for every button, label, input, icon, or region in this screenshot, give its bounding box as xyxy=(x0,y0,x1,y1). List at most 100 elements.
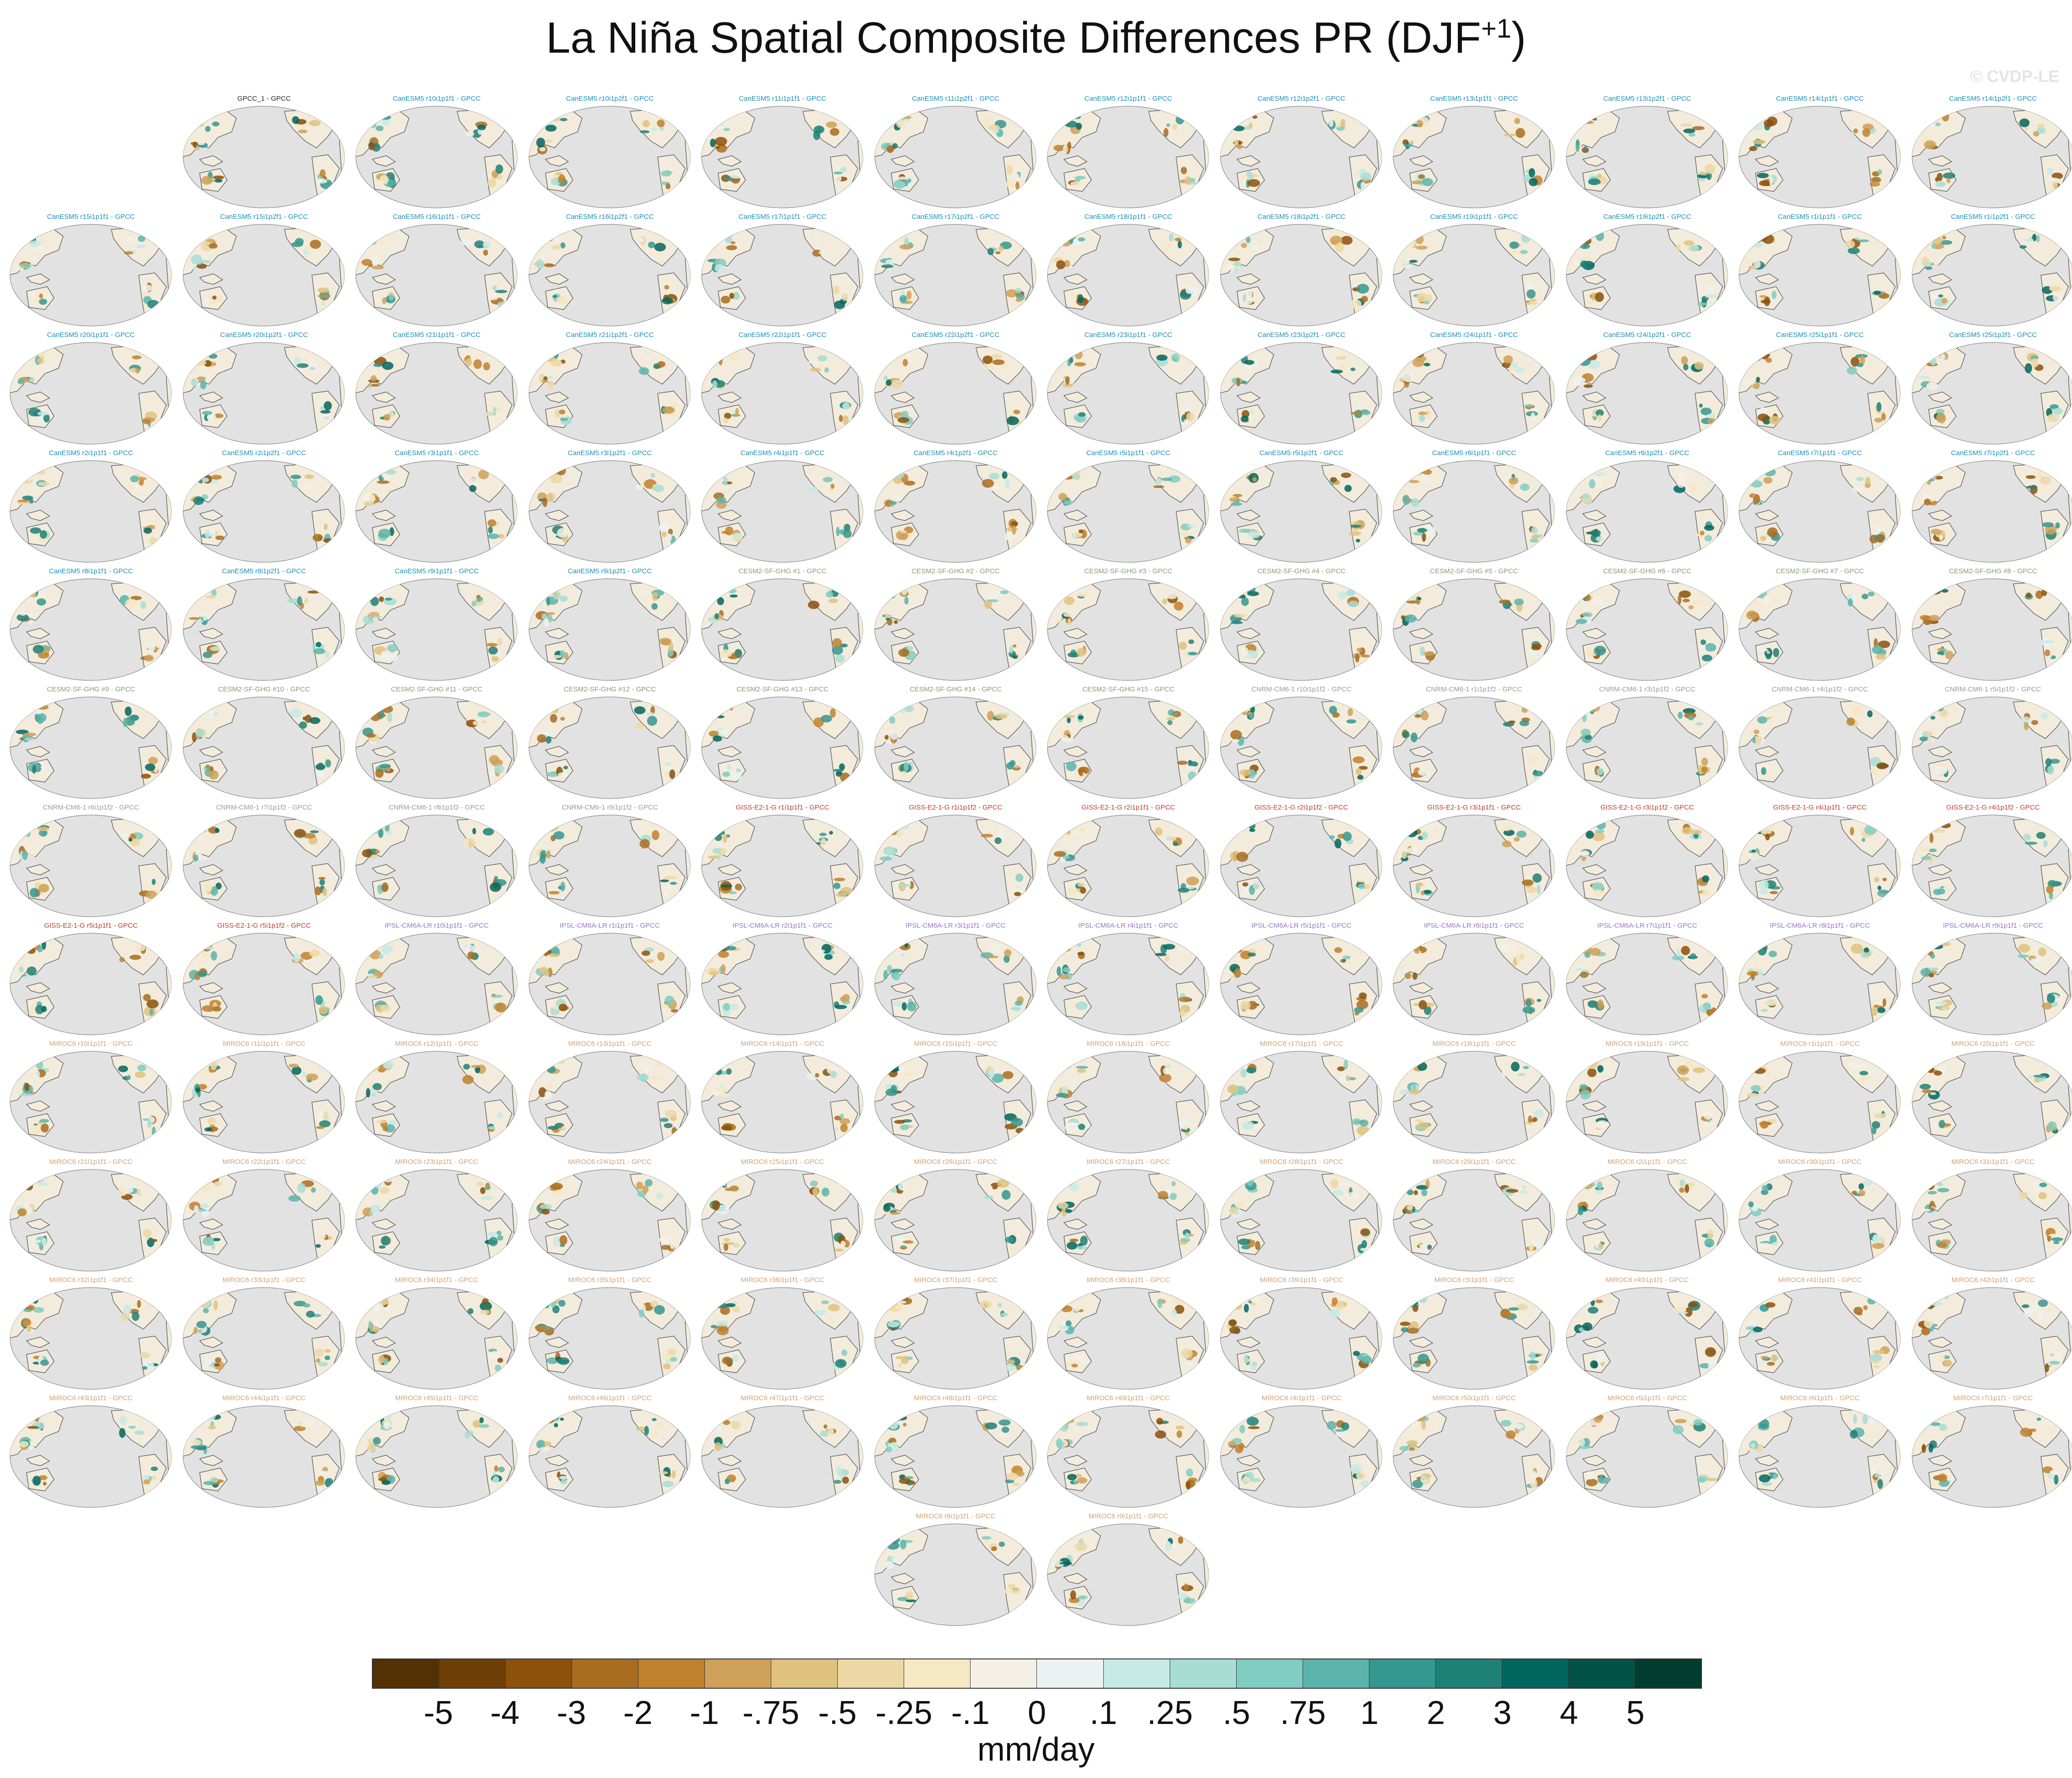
anomaly-shading xyxy=(663,1363,671,1370)
anomaly-shading xyxy=(495,290,507,294)
anomaly-shading xyxy=(716,855,721,860)
anomaly-shading xyxy=(998,1419,1011,1426)
anomaly-shading xyxy=(657,952,665,961)
anomaly-shading xyxy=(1078,715,1084,720)
land-maritime xyxy=(26,510,50,521)
anomaly-shading xyxy=(715,1177,722,1182)
anomaly-shading xyxy=(1690,829,1702,835)
anomaly-shading xyxy=(1168,475,1181,483)
anomaly-shading xyxy=(1178,996,1191,1002)
anomaly-shading xyxy=(1350,367,1356,371)
anomaly-shading xyxy=(726,763,731,771)
map-figure xyxy=(1739,696,1901,799)
anomaly-shading xyxy=(549,1297,556,1308)
anomaly-shading xyxy=(712,848,721,854)
anomaly-shading xyxy=(1771,1354,1778,1362)
anomaly-shading xyxy=(316,642,322,647)
anomaly-shading xyxy=(1589,948,1601,956)
panel-title: CanESM5 r10i1p2f1 - GPCC xyxy=(566,95,654,103)
anomaly-shading xyxy=(547,1126,559,1130)
anomaly-shading xyxy=(1248,1426,1260,1430)
anomaly-shading xyxy=(371,259,381,265)
anomaly-shading xyxy=(1877,169,1882,175)
panel-title: MIROC6 r10i1p1f1 - GPCC xyxy=(49,1040,133,1048)
anomaly-shading xyxy=(1750,265,1759,269)
anomaly-shading xyxy=(560,717,565,721)
panel-title: CESM2-SF-GHG #3 - GPCC xyxy=(1084,567,1172,575)
anomaly-shading xyxy=(1421,822,1434,828)
panel-title: CanESM5 r3i1p1f1 - GPCC xyxy=(394,449,479,457)
anomaly-shading xyxy=(545,468,556,475)
anomaly-shading xyxy=(1865,477,1870,486)
anomaly-shading xyxy=(1753,585,1761,593)
anomaly-shading xyxy=(1516,831,1527,838)
map-figure xyxy=(1912,224,2072,326)
anomaly-shading xyxy=(553,113,562,123)
anomaly-shading xyxy=(320,410,331,414)
anomaly-shading xyxy=(1576,144,1580,152)
anomaly-shading xyxy=(1762,234,1774,244)
anomaly-shading xyxy=(1759,295,1767,298)
map-figure xyxy=(1912,933,2072,1035)
anomaly-shading xyxy=(1931,944,1943,950)
anomaly-shading xyxy=(809,486,818,493)
anomaly-shading xyxy=(1329,835,1335,839)
anomaly-shading xyxy=(664,885,672,889)
anomaly-shading xyxy=(892,972,900,981)
anomaly-shading xyxy=(317,1110,323,1121)
anomaly-shading xyxy=(2018,1191,2028,1200)
anomaly-shading xyxy=(1859,1071,1868,1076)
anomaly-shading xyxy=(380,1187,390,1194)
anomaly-shading xyxy=(667,533,672,542)
anomaly-shading xyxy=(534,1325,547,1331)
anomaly-shading xyxy=(1769,416,1781,425)
anomaly-shading xyxy=(550,714,557,723)
anomaly-shading xyxy=(1360,181,1366,190)
anomaly-shading xyxy=(1529,299,1537,302)
anomaly-shading xyxy=(1500,1420,1511,1427)
anomaly-shading xyxy=(1231,621,1243,625)
anomaly-shading xyxy=(208,1425,216,1430)
anomaly-shading xyxy=(1006,416,1019,425)
anomaly-shading xyxy=(1925,471,1934,478)
anomaly-shading xyxy=(1248,179,1260,187)
land-maritime xyxy=(1236,273,1261,285)
map-figure xyxy=(701,1405,863,1508)
anomaly-shading xyxy=(1243,1304,1249,1313)
anomaly-shading xyxy=(385,1306,390,1313)
anomaly-shading xyxy=(370,711,381,721)
anomaly-shading xyxy=(719,729,728,735)
panel-title: GISS-E2-1-G r2i1p1f1 - GPCC xyxy=(1081,804,1175,811)
anomaly-shading xyxy=(1060,734,1069,741)
anomaly-shading xyxy=(714,1442,722,1451)
anomaly-shading xyxy=(1249,828,1255,832)
anomaly-shading xyxy=(2051,1237,2063,1241)
anomaly-shading xyxy=(1580,1439,1586,1447)
panel-title: MIROC6 r17i1p1f1 - GPCC xyxy=(1260,1040,1343,1048)
anomaly-shading xyxy=(1848,1061,1858,1070)
panel-title: MIROC6 r18i1p1f1 - GPCC xyxy=(1432,1040,1516,1048)
map-figure xyxy=(1912,696,2072,799)
anomaly-shading xyxy=(1009,1248,1017,1252)
anomaly-shading xyxy=(1928,973,1934,978)
map-panel: CanESM5 r20i1p1f1 - GPCC xyxy=(5,331,177,449)
anomaly-shading xyxy=(1350,412,1363,415)
panel-title: MIROC6 r32i1p1f1 - GPCC xyxy=(49,1276,133,1284)
anomaly-shading xyxy=(294,357,301,366)
anomaly-shading xyxy=(550,821,559,831)
anomaly-shading xyxy=(25,1182,33,1191)
anomaly-shading xyxy=(709,971,719,976)
anomaly-shading xyxy=(712,380,718,388)
anomaly-shading xyxy=(896,120,906,128)
map-panel: MIROC6 r34i1p1f1 - GPCC xyxy=(350,1276,523,1394)
anomaly-shading xyxy=(291,479,298,488)
anomaly-shading xyxy=(202,478,209,483)
map-panel: MIROC6 r5i1p1f1 - GPCC xyxy=(1561,1394,1734,1512)
anomaly-shading xyxy=(841,293,849,301)
anomaly-shading xyxy=(1858,1190,1865,1196)
anomaly-shading xyxy=(1349,531,1361,536)
anomaly-shading xyxy=(1864,952,1871,956)
anomaly-shading xyxy=(1059,1422,1069,1432)
anomaly-shading xyxy=(2031,720,2039,725)
map-figure xyxy=(874,578,1036,681)
